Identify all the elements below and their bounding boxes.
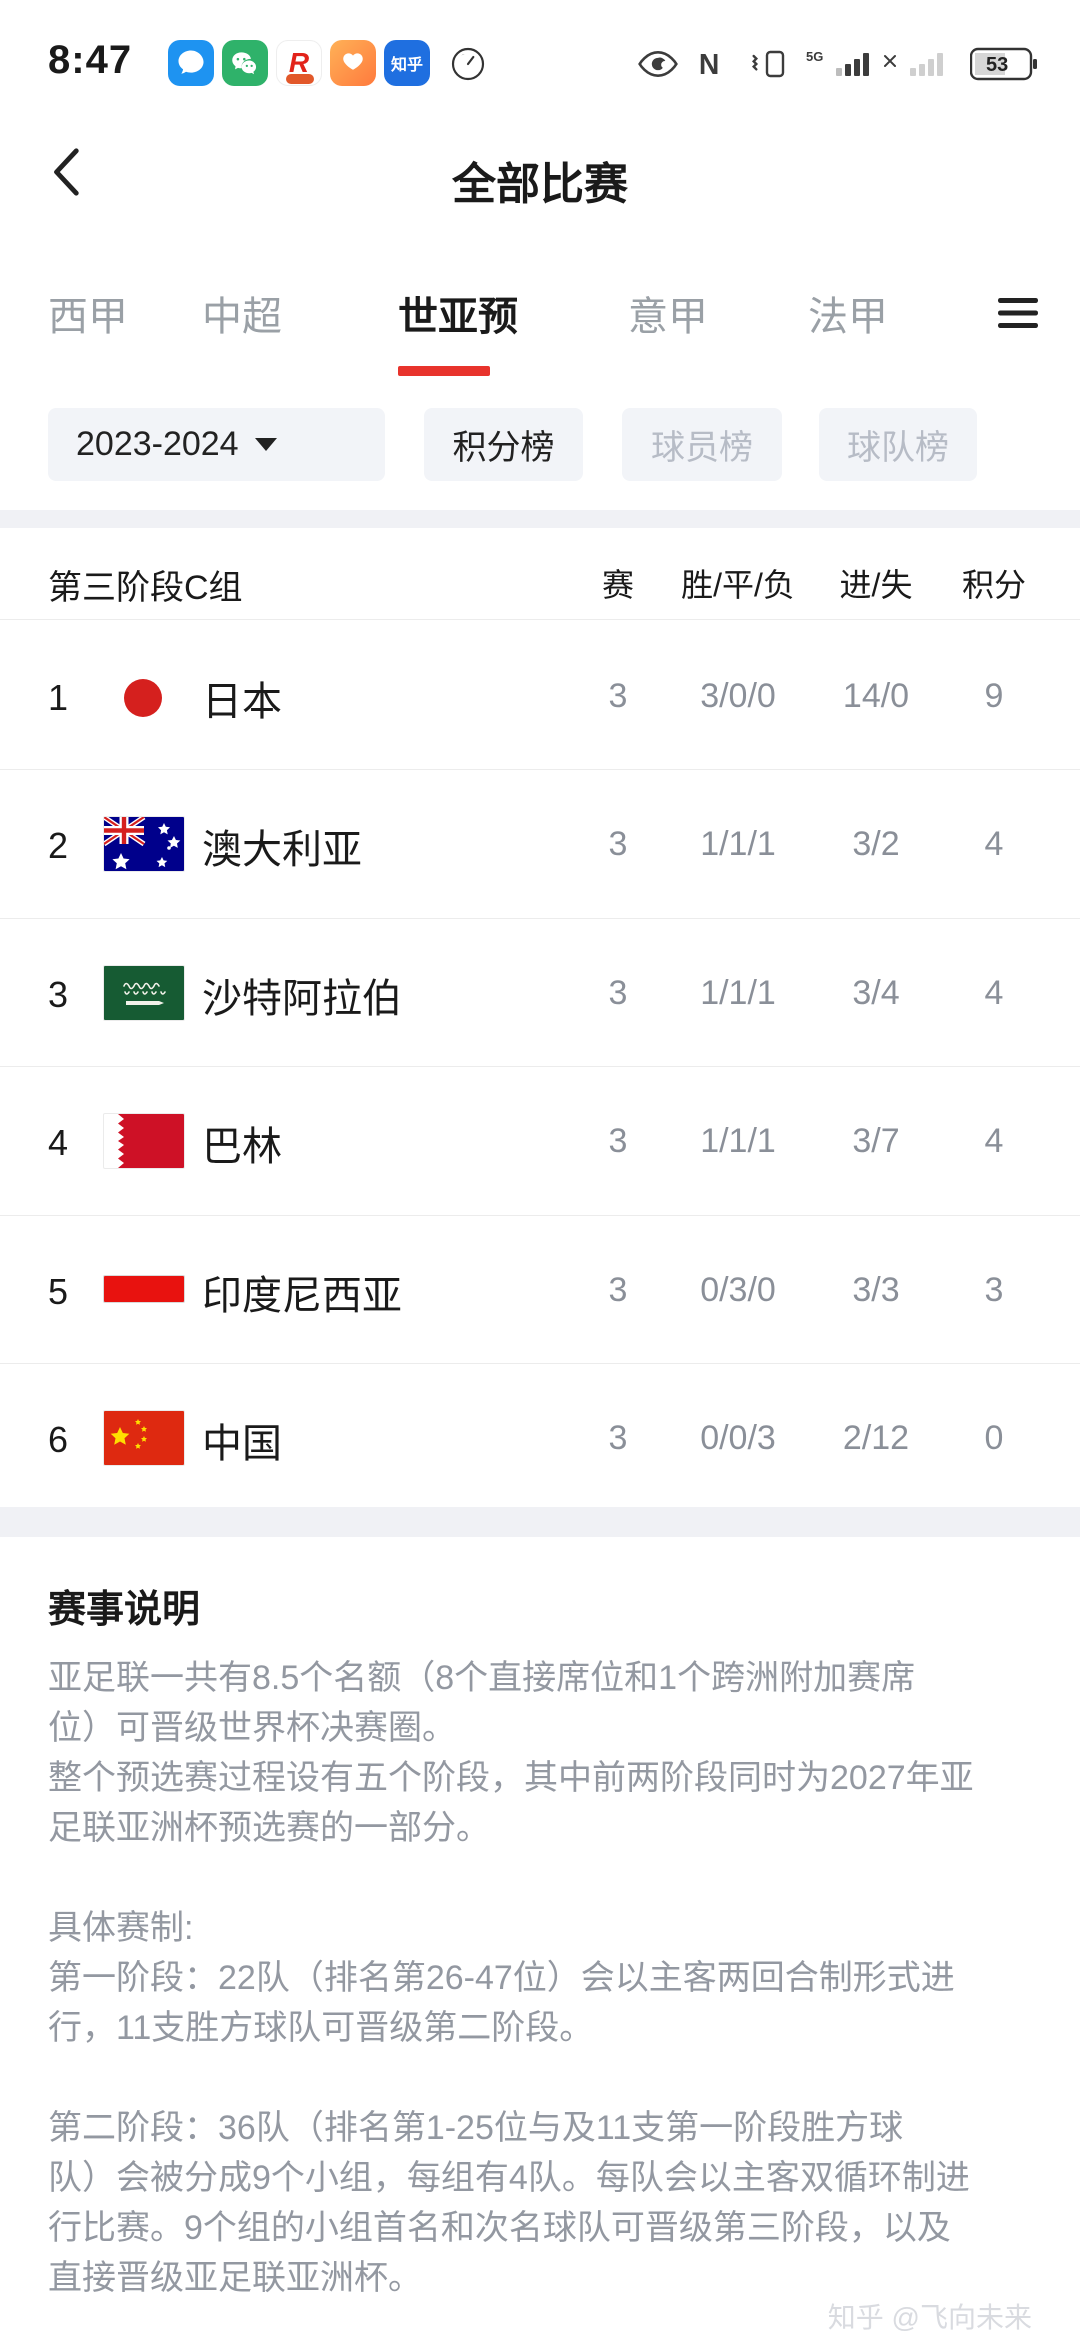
svg-text:53: 53	[986, 54, 1008, 76]
svg-text:N: N	[699, 49, 719, 81]
svg-text:5G: 5G	[806, 49, 823, 64]
